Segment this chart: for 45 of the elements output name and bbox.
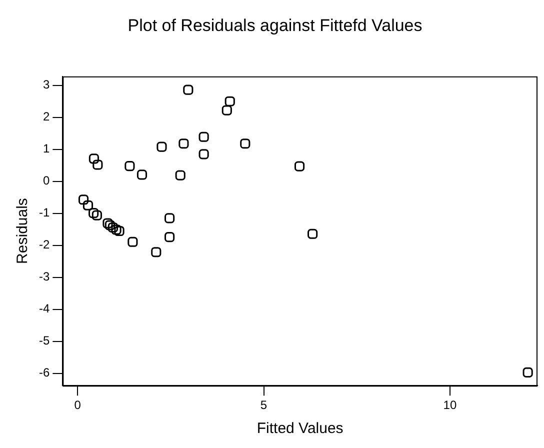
point xyxy=(114,226,124,236)
point xyxy=(156,142,167,152)
y-tick-label: -4 xyxy=(39,302,50,316)
point xyxy=(222,105,232,116)
x-tick-label: 5 xyxy=(260,398,268,412)
point xyxy=(92,210,102,220)
point xyxy=(136,170,148,180)
point xyxy=(198,149,209,160)
y-tick-label: 2 xyxy=(42,110,50,124)
point xyxy=(175,170,186,180)
y-tick-label: 3 xyxy=(42,78,50,92)
point xyxy=(240,138,250,149)
point xyxy=(111,224,122,235)
point xyxy=(82,200,94,210)
point xyxy=(224,96,235,106)
point xyxy=(102,218,113,228)
point xyxy=(522,367,533,378)
point xyxy=(164,232,175,242)
point xyxy=(88,208,99,218)
point xyxy=(128,236,138,247)
point xyxy=(198,132,209,142)
y-axis-title: Residuals xyxy=(14,198,32,264)
x-axis-title: Fitted Values xyxy=(256,420,344,438)
point xyxy=(294,161,305,172)
y-tick-label: -1 xyxy=(39,206,50,220)
point xyxy=(104,220,116,230)
y-tick-label: -6 xyxy=(39,366,50,380)
point xyxy=(183,84,194,95)
point xyxy=(88,154,99,164)
x-tick-label: 10 xyxy=(443,398,457,412)
x-tick-label: 0 xyxy=(74,398,82,412)
point xyxy=(178,138,189,149)
y-tick-label: -3 xyxy=(39,270,50,284)
y-tick-label: -5 xyxy=(39,334,50,348)
y-tick-label: 1 xyxy=(42,142,50,156)
y-tick-label: -2 xyxy=(39,238,50,252)
point xyxy=(308,228,318,239)
point xyxy=(108,222,118,233)
point xyxy=(151,247,162,258)
y-tick-label: 0 xyxy=(42,174,50,188)
point xyxy=(92,160,103,170)
chart-title: Plot of Residuals against Fittefd Values xyxy=(128,16,422,35)
point xyxy=(164,213,175,224)
point xyxy=(124,160,135,172)
point xyxy=(78,194,89,205)
